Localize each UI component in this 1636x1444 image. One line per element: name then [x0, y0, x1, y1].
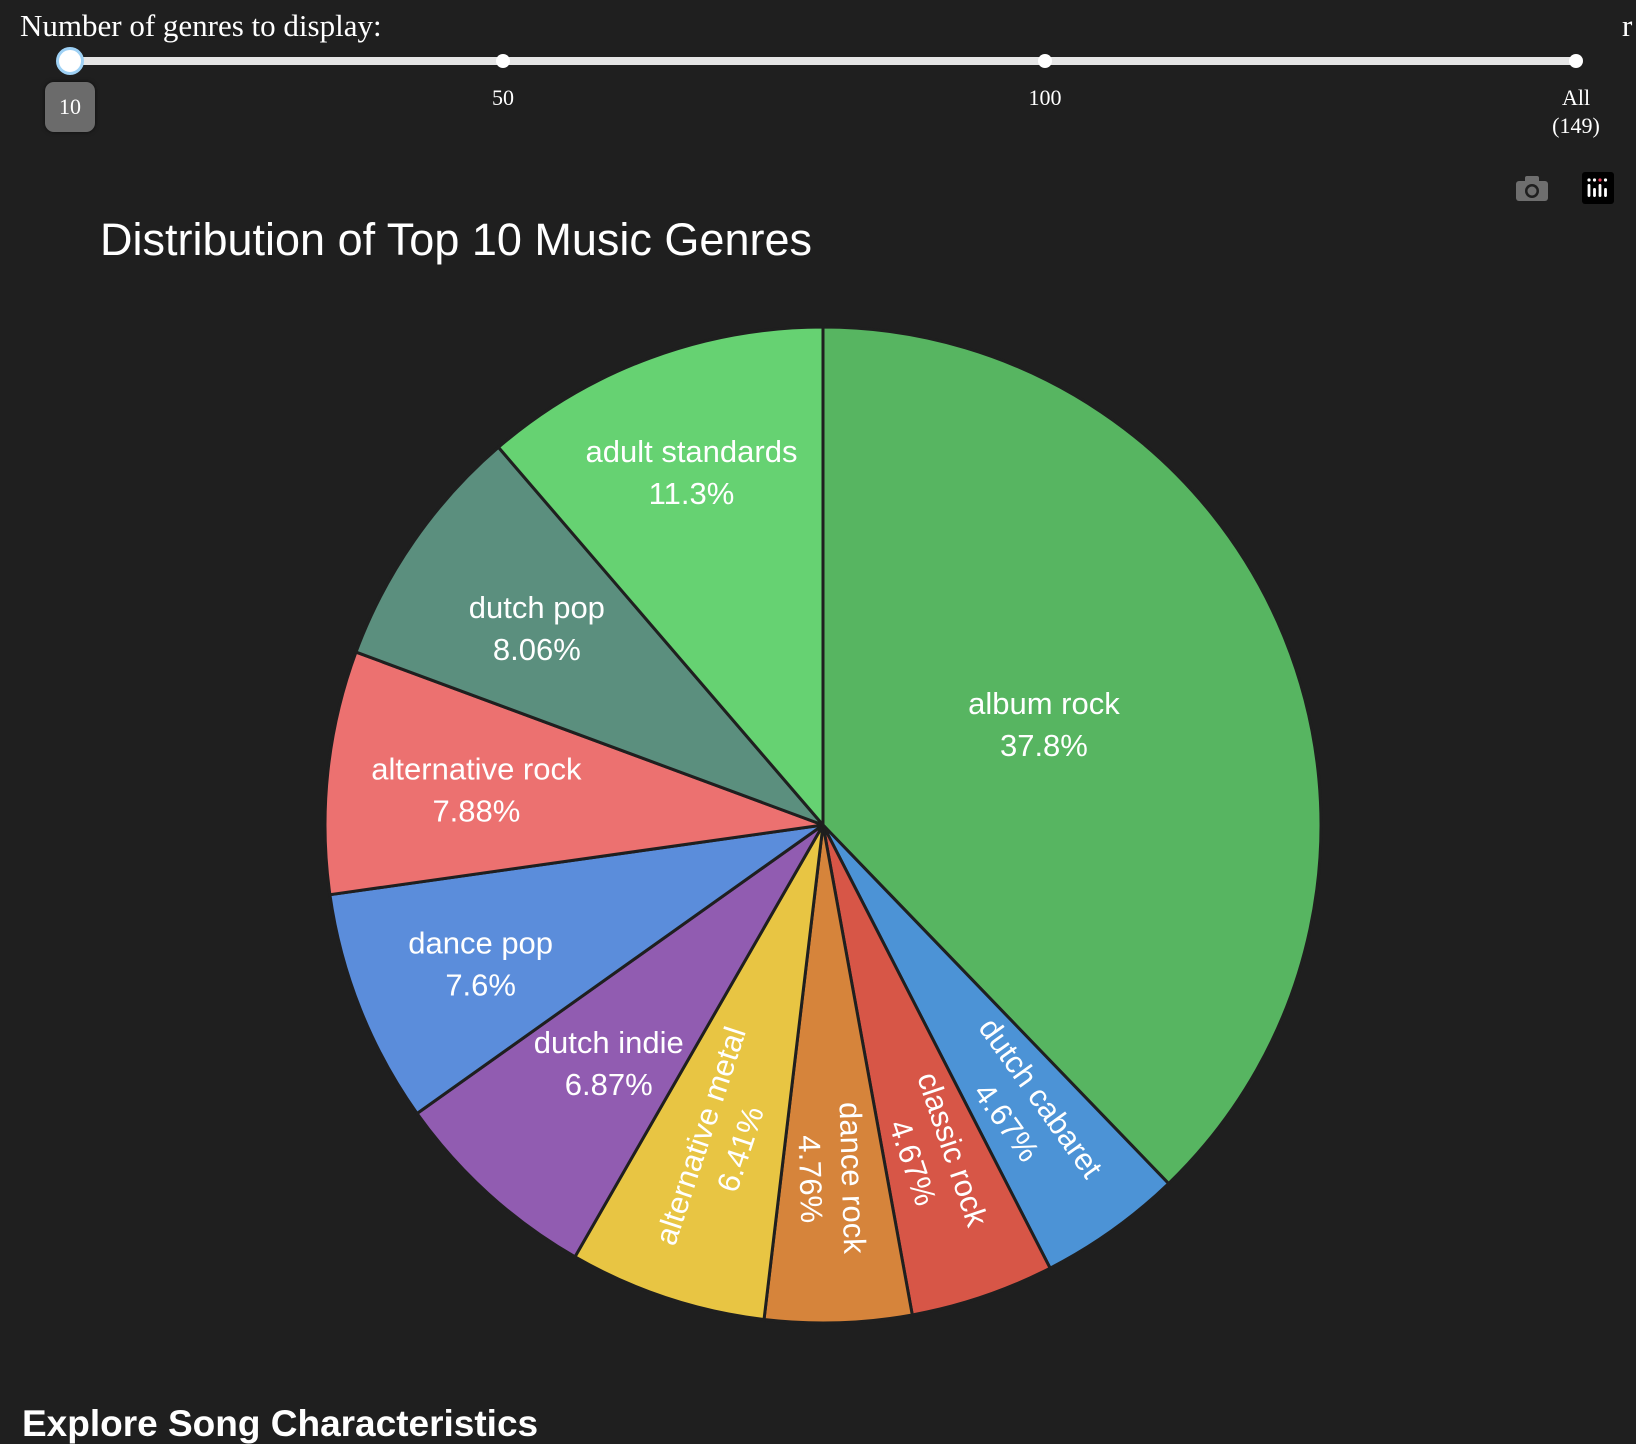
- pie-slice-label: album rock 37.8%: [968, 686, 1120, 763]
- camera-icon: [1516, 176, 1548, 201]
- slider-tick-label-text: 50: [492, 85, 514, 110]
- pie-slice-dance-pop[interactable]: [328, 823, 824, 1116]
- pie-slice-label: dutch indie 6.87%: [534, 1025, 684, 1102]
- slider-tick-dot-50[interactable]: [496, 54, 510, 68]
- pie-slice-dutch-pop[interactable]: [354, 445, 828, 829]
- genre-count-slider-rail[interactable]: [69, 57, 1576, 65]
- pie-slice-dutch-indie[interactable]: [414, 823, 825, 1259]
- pie-slice-dance-rock[interactable]: [762, 824, 915, 1325]
- slider-label: Number of genres to display:: [20, 8, 382, 43]
- slider-tick-label-subtext: (149): [1552, 113, 1600, 138]
- pie-slice-label: dance pop 7.6%: [408, 925, 553, 1002]
- pie-slice-percent-label: 4.76%: [792, 1135, 830, 1224]
- slider-tick-label-text: All: [1561, 85, 1591, 110]
- section-heading: Explore Song Characteristics: [22, 1403, 539, 1444]
- download-plot-button[interactable]: [1514, 170, 1550, 206]
- slider-tick-label-100[interactable]: 100: [985, 84, 1105, 112]
- slider-value-tooltip: 10: [45, 82, 95, 132]
- pie-slice-alternative-rock[interactable]: [323, 650, 824, 897]
- pie-slice-percent-label: 6.87%: [565, 1067, 653, 1102]
- pie-slice-category-label: album rock: [968, 686, 1120, 721]
- genre-count-slider-handle[interactable]: [56, 47, 84, 75]
- pie-slice-category-label: dance rock: [833, 1102, 873, 1255]
- pie-slice-percent-label: 7.88%: [432, 794, 520, 829]
- pie-slice-label: dutch pop 8.06%: [469, 590, 605, 667]
- pie-slice-percent-label: 7.6%: [445, 967, 516, 1002]
- pie-slice-adult-standards[interactable]: [496, 325, 825, 830]
- pie-slice-alternative-metal[interactable]: [572, 824, 825, 1322]
- pie-slice-album-rock[interactable]: [821, 325, 1323, 1186]
- plotly-logo-button[interactable]: [1580, 170, 1616, 206]
- pie-slice-percent-label: 11.3%: [649, 476, 735, 511]
- pie-slice-percent-label: 8.06%: [493, 632, 581, 667]
- slider-tick-dot-all[interactable]: [1569, 54, 1583, 68]
- pie-slice-category-label: adult standards: [585, 434, 797, 469]
- slider-tick-label-50[interactable]: 50: [443, 84, 563, 112]
- slider-tick-label-all[interactable]: All (149): [1516, 84, 1636, 140]
- pie-slice-category-label: dance pop: [408, 925, 553, 960]
- pie-slice-label: alternative rock 7.88%: [371, 752, 582, 829]
- slider-tick-label-text: 100: [1028, 85, 1062, 110]
- clipped-edge-text: r: [1622, 8, 1633, 43]
- pie-slice-category-label: alternative rock: [371, 752, 582, 787]
- slider-tick-dot-100[interactable]: [1038, 54, 1052, 68]
- pie-slice-label: adult standards 11.3%: [585, 434, 797, 511]
- pie-slice-category-label: dutch pop: [469, 590, 605, 625]
- pie-slice-percent-label: 37.8%: [1000, 728, 1088, 763]
- pie-slice-category-label: dutch indie: [534, 1025, 684, 1060]
- plotly-logo-icon: [1582, 172, 1614, 204]
- chart-title: Distribution of Top 10 Music Genres: [100, 214, 813, 265]
